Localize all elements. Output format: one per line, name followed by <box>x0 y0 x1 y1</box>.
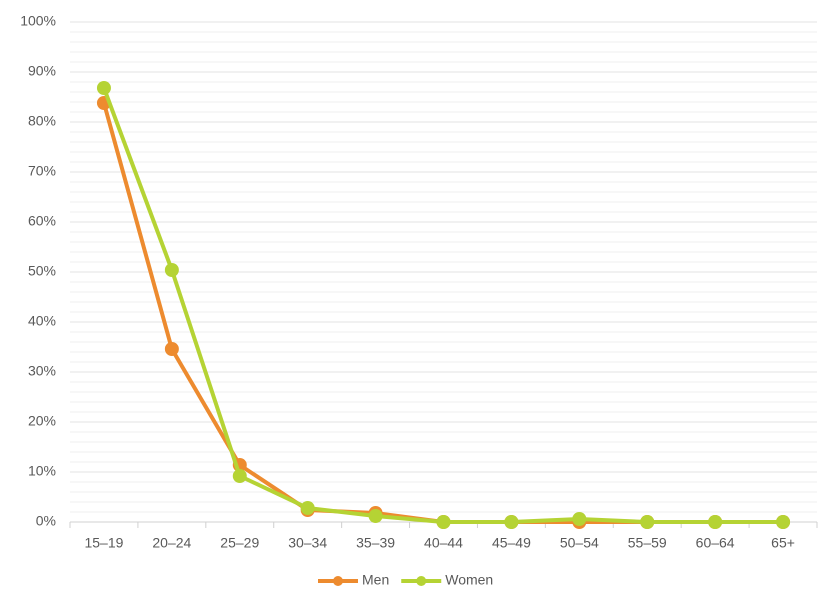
data-point <box>368 509 383 523</box>
x-tick-label: 65+ <box>771 535 795 551</box>
data-point <box>436 515 451 529</box>
legend-label: Men <box>362 572 389 588</box>
x-tick-label: 15–19 <box>84 535 123 551</box>
x-tick-label: 25–29 <box>220 535 259 551</box>
y-tick-label: 60% <box>28 213 56 229</box>
data-point <box>300 501 315 515</box>
x-tick-label: 30–34 <box>288 535 327 551</box>
data-point <box>572 512 587 526</box>
x-tick-label: 35–39 <box>356 535 395 551</box>
data-point <box>640 515 655 529</box>
y-tick-label: 0% <box>36 513 56 529</box>
data-point <box>708 515 723 529</box>
x-tick-label: 60–64 <box>696 535 735 551</box>
y-tick-label: 80% <box>28 113 56 129</box>
legend-marker <box>416 576 427 586</box>
data-point <box>776 515 791 529</box>
x-tick-label: 50–54 <box>560 535 599 551</box>
y-tick-label: 100% <box>20 13 56 29</box>
data-point <box>164 263 179 277</box>
x-tick-label: 45–49 <box>492 535 531 551</box>
y-tick-label: 20% <box>28 413 56 429</box>
data-point <box>96 81 111 95</box>
series-line <box>102 87 784 524</box>
y-tick-label: 40% <box>28 313 56 329</box>
y-tick-label: 70% <box>28 163 56 179</box>
y-tick-label: 50% <box>28 263 56 279</box>
x-tick-label: 40–44 <box>424 535 463 551</box>
y-tick-label: 10% <box>28 463 56 479</box>
y-tick-label: 90% <box>28 63 56 79</box>
data-point <box>504 515 519 529</box>
x-tick-label: 20–24 <box>152 535 191 551</box>
x-tick-label: 55–59 <box>628 535 667 551</box>
legend-label: Women <box>445 572 493 588</box>
data-point <box>232 469 247 483</box>
y-tick-label: 30% <box>28 363 56 379</box>
data-point <box>164 342 179 356</box>
legend-marker <box>333 576 343 586</box>
